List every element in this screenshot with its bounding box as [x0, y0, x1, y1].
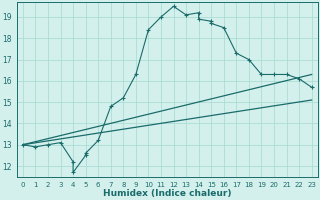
X-axis label: Humidex (Indice chaleur): Humidex (Indice chaleur) — [103, 189, 231, 198]
